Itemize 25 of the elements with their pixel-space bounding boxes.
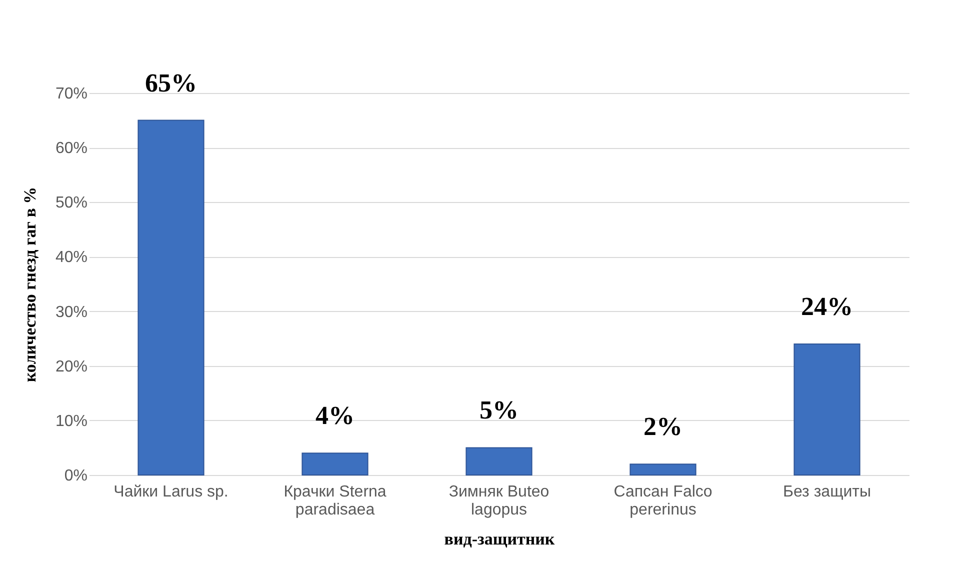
x-tick-label: Чайки Larus sp. [114, 484, 228, 500]
bar [794, 344, 860, 476]
y-axis-title: количество гнезд гаг в % [20, 186, 40, 382]
x-tick-label: Без защиты [783, 484, 871, 500]
bar [630, 464, 696, 476]
y-tick-label: 40% [55, 249, 88, 266]
bar [302, 452, 368, 476]
y-tick-label: 10% [55, 412, 88, 430]
bar [138, 120, 204, 476]
y-tick-label: 0% [64, 468, 88, 484]
y-tick-label: 60% [55, 140, 88, 158]
bar [466, 447, 532, 476]
x-tick-label: Крачки Sterna paradisaea [284, 484, 386, 518]
y-tick-label: 30% [55, 304, 88, 321]
data-label: 24% [801, 292, 853, 322]
y-tick-label: 50% [55, 194, 88, 212]
y-tick-label: 20% [55, 358, 88, 376]
y-tick-label: 70% [55, 86, 88, 102]
x-tick-label: Сапсан Falco pererinus [614, 484, 712, 518]
x-tick-label: Зимняк Buteo lagopus [448, 484, 550, 518]
data-label: 2% [644, 412, 682, 442]
data-label: 4% [316, 401, 354, 430]
data-label: 65% [145, 68, 197, 98]
x-axis-title: вид-защитник [444, 530, 555, 548]
data-label: 5% [480, 396, 518, 425]
